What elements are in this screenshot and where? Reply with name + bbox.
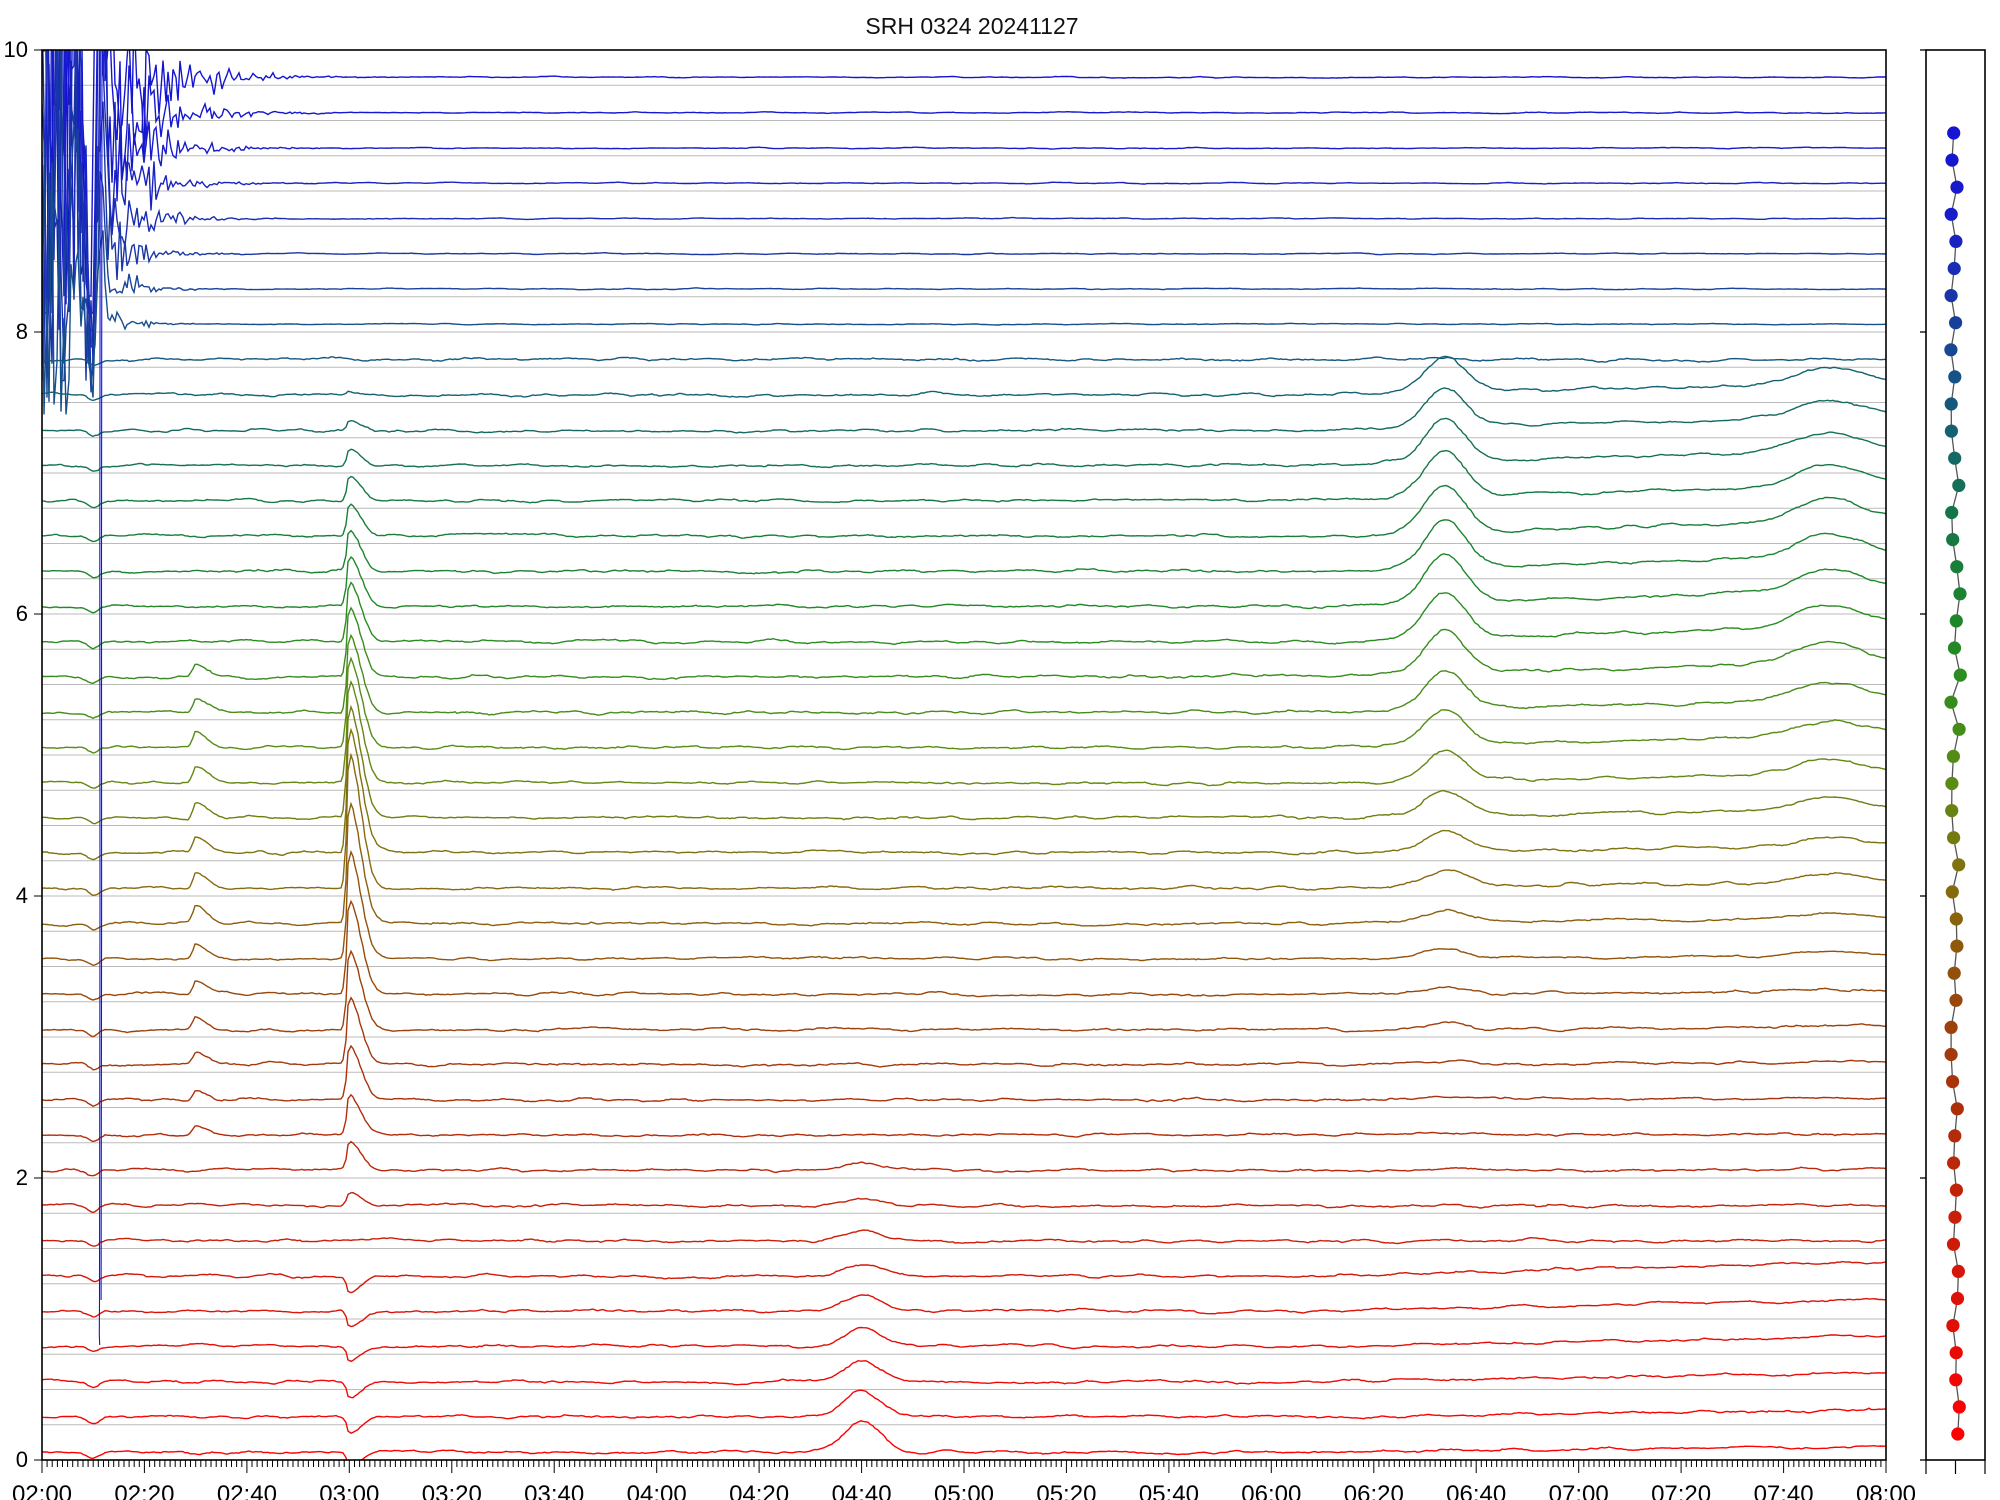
svg-text:6: 6: [16, 601, 28, 626]
svg-text:02:20: 02:20: [114, 1481, 174, 1500]
svg-text:0: 0: [16, 1447, 28, 1472]
svg-text:SRH 0324 20241127: SRH 0324 20241127: [865, 13, 1078, 39]
svg-text:06:40: 06:40: [1446, 1481, 1506, 1500]
svg-text:02:00: 02:00: [12, 1481, 72, 1500]
svg-text:04:40: 04:40: [832, 1481, 892, 1500]
svg-text:8: 8: [16, 319, 28, 344]
svg-text:07:40: 07:40: [1754, 1481, 1814, 1500]
svg-text:2: 2: [16, 1165, 28, 1190]
svg-text:05:20: 05:20: [1036, 1481, 1096, 1500]
svg-text:07:00: 07:00: [1549, 1481, 1609, 1500]
svg-text:03:20: 03:20: [422, 1481, 482, 1500]
svg-text:05:40: 05:40: [1139, 1481, 1199, 1500]
svg-text:03:40: 03:40: [524, 1481, 584, 1500]
svg-text:05:00: 05:00: [934, 1481, 994, 1500]
svg-text:02:40: 02:40: [217, 1481, 277, 1500]
svg-text:10: 10: [4, 37, 28, 62]
svg-text:04:00: 04:00: [627, 1481, 687, 1500]
svg-text:06:20: 06:20: [1344, 1481, 1404, 1500]
svg-text:4: 4: [16, 883, 28, 908]
svg-text:08:00: 08:00: [1856, 1481, 1916, 1500]
svg-text:04:20: 04:20: [729, 1481, 789, 1500]
svg-text:07:20: 07:20: [1651, 1481, 1711, 1500]
svg-text:06:00: 06:00: [1241, 1481, 1301, 1500]
svg-text:03:00: 03:00: [319, 1481, 379, 1500]
